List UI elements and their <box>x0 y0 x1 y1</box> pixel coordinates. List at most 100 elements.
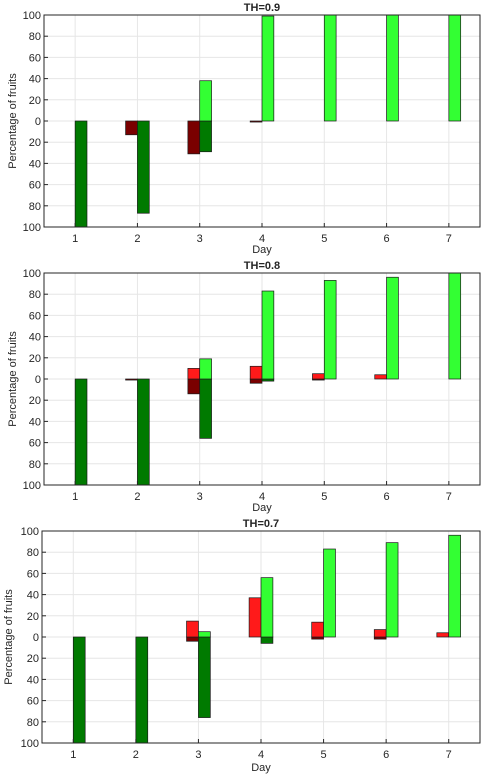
y-tick-label: 60 <box>27 568 39 580</box>
x-axis-label: Day <box>251 762 271 774</box>
bar-dark-red-day-3 <box>186 636 199 642</box>
y-tick-label: 60 <box>29 438 41 450</box>
y-tick-label: 0 <box>33 632 39 644</box>
x-tick-label: 6 <box>384 491 390 503</box>
bar-bright-red-day-7 <box>436 632 450 638</box>
x-axis-label: Day <box>252 502 272 514</box>
bar-dark-green-day-2 <box>135 636 149 744</box>
y-axis-label: Percentage of fruits <box>3 589 15 685</box>
bar-dark-red-day-4 <box>249 120 263 123</box>
bar-bright-green-day-7 <box>448 272 462 380</box>
chart-title: TH=0.8 <box>244 260 280 272</box>
bar-bright-red-day-3 <box>187 368 201 380</box>
y-tick-label: 20 <box>27 611 39 623</box>
bar-dark-green-day-1 <box>74 378 88 486</box>
bar-bright-green-day-3 <box>199 80 212 122</box>
y-tick-label: 20 <box>27 653 39 665</box>
y-tick-label: 60 <box>29 310 41 322</box>
y-tick-label: 20 <box>29 395 41 407</box>
bar-bright-green-day-3 <box>198 631 211 638</box>
bar-bright-green-day-6 <box>386 276 399 380</box>
bar-bright-red-day-5 <box>311 621 324 638</box>
chart-panel-1: 100 80 60 40 20 0 20 40 60 80 100 1 2 3 4 5 6 7 TH=0.9 Day P… <box>7 2 481 256</box>
bar-bright-green-day-6 <box>385 542 399 638</box>
x-tick-label: 2 <box>134 233 140 245</box>
y-tick-label: 80 <box>29 459 41 471</box>
bar-bright-green-day-6 <box>386 14 399 122</box>
bar-bright-red-day-4 <box>249 365 263 380</box>
bar-bright-red-day-3 <box>186 620 199 638</box>
y-tick-label: 20 <box>29 137 41 149</box>
bar-bright-red-day-6 <box>373 629 387 638</box>
bar-dark-green-day-4 <box>260 636 274 644</box>
x-tick-label: 3 <box>197 491 203 503</box>
bar-bright-red-day-4 <box>248 597 262 638</box>
x-tick-label: 5 <box>321 233 327 245</box>
y-tick-label: 80 <box>27 547 39 559</box>
bar-bright-green-day-4 <box>261 290 275 380</box>
y-tick-label: 40 <box>29 158 41 170</box>
y-tick-label: 100 <box>23 10 41 22</box>
x-tick-label: 4 <box>259 233 265 245</box>
bar-dark-green-day-2 <box>137 378 150 486</box>
bar-bright-green-day-7 <box>448 534 461 638</box>
bar-bright-green-day-5 <box>323 548 336 638</box>
x-tick-label: 7 <box>446 491 452 503</box>
y-tick-label: 20 <box>29 353 41 365</box>
x-tick-label: 2 <box>134 491 140 503</box>
bar-dark-red-day-4 <box>249 378 263 384</box>
y-tick-label: 100 <box>21 738 39 750</box>
y-tick-label: 40 <box>27 590 39 602</box>
y-tick-label: 80 <box>27 717 39 729</box>
x-tick-label: 6 <box>384 233 390 245</box>
bar-bright-red-day-5 <box>312 373 325 380</box>
x-tick-label: 4 <box>258 749 264 761</box>
y-tick-label: 20 <box>29 95 41 107</box>
y-tick-label: 40 <box>29 332 41 344</box>
bar-dark-red-day-3 <box>187 120 201 155</box>
bar-dark-green-day-3 <box>199 378 212 439</box>
y-axis-label: Percentage of fruits <box>7 331 19 427</box>
x-tick-label: 1 <box>72 233 78 245</box>
x-tick-label: 5 <box>321 749 327 761</box>
x-axis-label: Day <box>252 244 272 256</box>
y-tick-label: 80 <box>29 201 41 213</box>
y-tick-label: 100 <box>21 526 39 538</box>
y-tick-label: 0 <box>35 116 41 128</box>
x-tick-label: 6 <box>383 749 389 761</box>
y-tick-label: 60 <box>29 52 41 64</box>
y-tick-label: 0 <box>35 374 41 386</box>
chart-title: TH=0.9 <box>244 2 280 14</box>
bar-dark-green-day-2 <box>137 120 150 214</box>
x-tick-label: 7 <box>446 749 452 761</box>
y-tick-label: 100 <box>23 480 41 492</box>
x-tick-label: 2 <box>133 749 139 761</box>
y-tick-label: 40 <box>29 74 41 86</box>
bar-bright-green-day-4 <box>261 15 275 122</box>
x-tick-label: 7 <box>446 233 452 245</box>
y-axis-label: Percentage of fruits <box>7 73 19 169</box>
bar-dark-green-day-3 <box>198 636 211 718</box>
x-tick-label: 1 <box>70 749 76 761</box>
y-tick-label: 40 <box>29 416 41 428</box>
bar-dark-red-day-2 <box>125 378 138 381</box>
bar-bright-green-day-3 <box>199 358 212 380</box>
bar-dark-green-day-1 <box>72 636 86 744</box>
bar-bright-green-day-4 <box>260 577 274 638</box>
x-tick-label: 3 <box>197 233 203 245</box>
y-tick-label: 80 <box>29 31 41 43</box>
bar-bright-green-day-5 <box>323 14 337 122</box>
x-tick-label: 4 <box>259 491 265 503</box>
bar-dark-red-day-2 <box>125 120 138 136</box>
y-tick-label: 60 <box>29 180 41 192</box>
bar-dark-green-day-3 <box>199 120 212 153</box>
chart-panel-3: 100 80 60 40 20 0 20 40 60 80 100 1 2 3 4 5 6 7 TH=0.7 Day P… <box>3 518 481 774</box>
chart-panel-2: 100 80 60 40 20 0 20 40 60 80 100 1 2 3 4 5 6 7 TH=0.8 Day P… <box>7 260 481 514</box>
y-tick-label: 80 <box>29 289 41 301</box>
bar-dark-green-day-1 <box>74 120 88 228</box>
x-tick-label: 5 <box>321 491 327 503</box>
y-tick-label: 100 <box>23 268 41 280</box>
x-tick-label: 1 <box>72 491 78 503</box>
y-tick-label: 40 <box>27 674 39 686</box>
